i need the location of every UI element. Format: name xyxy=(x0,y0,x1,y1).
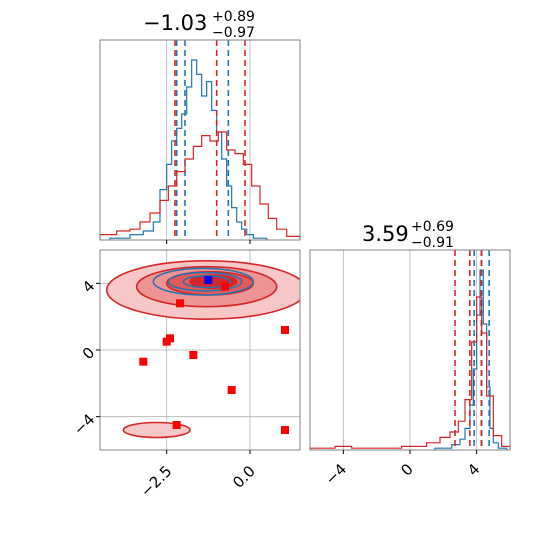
red-marker-6 xyxy=(227,386,236,394)
histogram-series-1 xyxy=(99,131,301,240)
red-marker-7 xyxy=(172,421,181,429)
blue-contour-2 xyxy=(182,275,231,289)
red-marker-9 xyxy=(162,337,171,346)
x-tick-label-1: 0.0 xyxy=(229,462,259,492)
histogram-series-0 xyxy=(434,269,508,450)
y-tick-label-2: 4 xyxy=(79,277,98,296)
panel-frame xyxy=(99,39,301,241)
red-marker-2 xyxy=(189,351,198,359)
red-marker-0 xyxy=(139,357,148,366)
red-marker-4 xyxy=(221,282,229,291)
title-param1-median: −1.03 xyxy=(143,11,207,35)
histogram-series-1 xyxy=(309,296,511,450)
y-tick-label-0: −4 xyxy=(70,410,98,438)
title-param2: 3.59 +0.69 −0.91 xyxy=(362,219,454,251)
title-param1-plus: +0.89 xyxy=(212,9,255,25)
title-param1-minus: −0.97 xyxy=(212,25,255,41)
red-marker-8 xyxy=(281,426,289,434)
x-tick-label-2: 4 xyxy=(464,460,483,479)
joint-inner xyxy=(100,250,300,450)
x-tick-label-1: 0 xyxy=(397,460,416,479)
red-marker-5 xyxy=(281,326,289,334)
x-tick-label-0: −2.5 xyxy=(137,462,175,500)
title-param2-minus: −0.91 xyxy=(411,235,454,251)
histogram-series-0 xyxy=(109,59,268,240)
y-tick-label-1: 0 xyxy=(79,344,98,363)
marginal-panel-param1 xyxy=(99,39,301,244)
marginal-panel-param2: −4 0 4 xyxy=(309,249,511,488)
title-param2-plus: +0.69 xyxy=(411,219,454,235)
title-param1: −1.03 +0.89 −0.97 xyxy=(143,9,255,41)
title-param2-median: 3.59 xyxy=(362,222,409,246)
red-marker-3 xyxy=(176,299,184,308)
blue-marker xyxy=(204,276,213,284)
blue-contour-1 xyxy=(167,271,243,292)
x-tick-label-0: −4 xyxy=(322,460,350,488)
blue-contour-0 xyxy=(152,267,255,296)
joint-panel: −2.5 0.0 −4 0 4 xyxy=(70,249,301,501)
